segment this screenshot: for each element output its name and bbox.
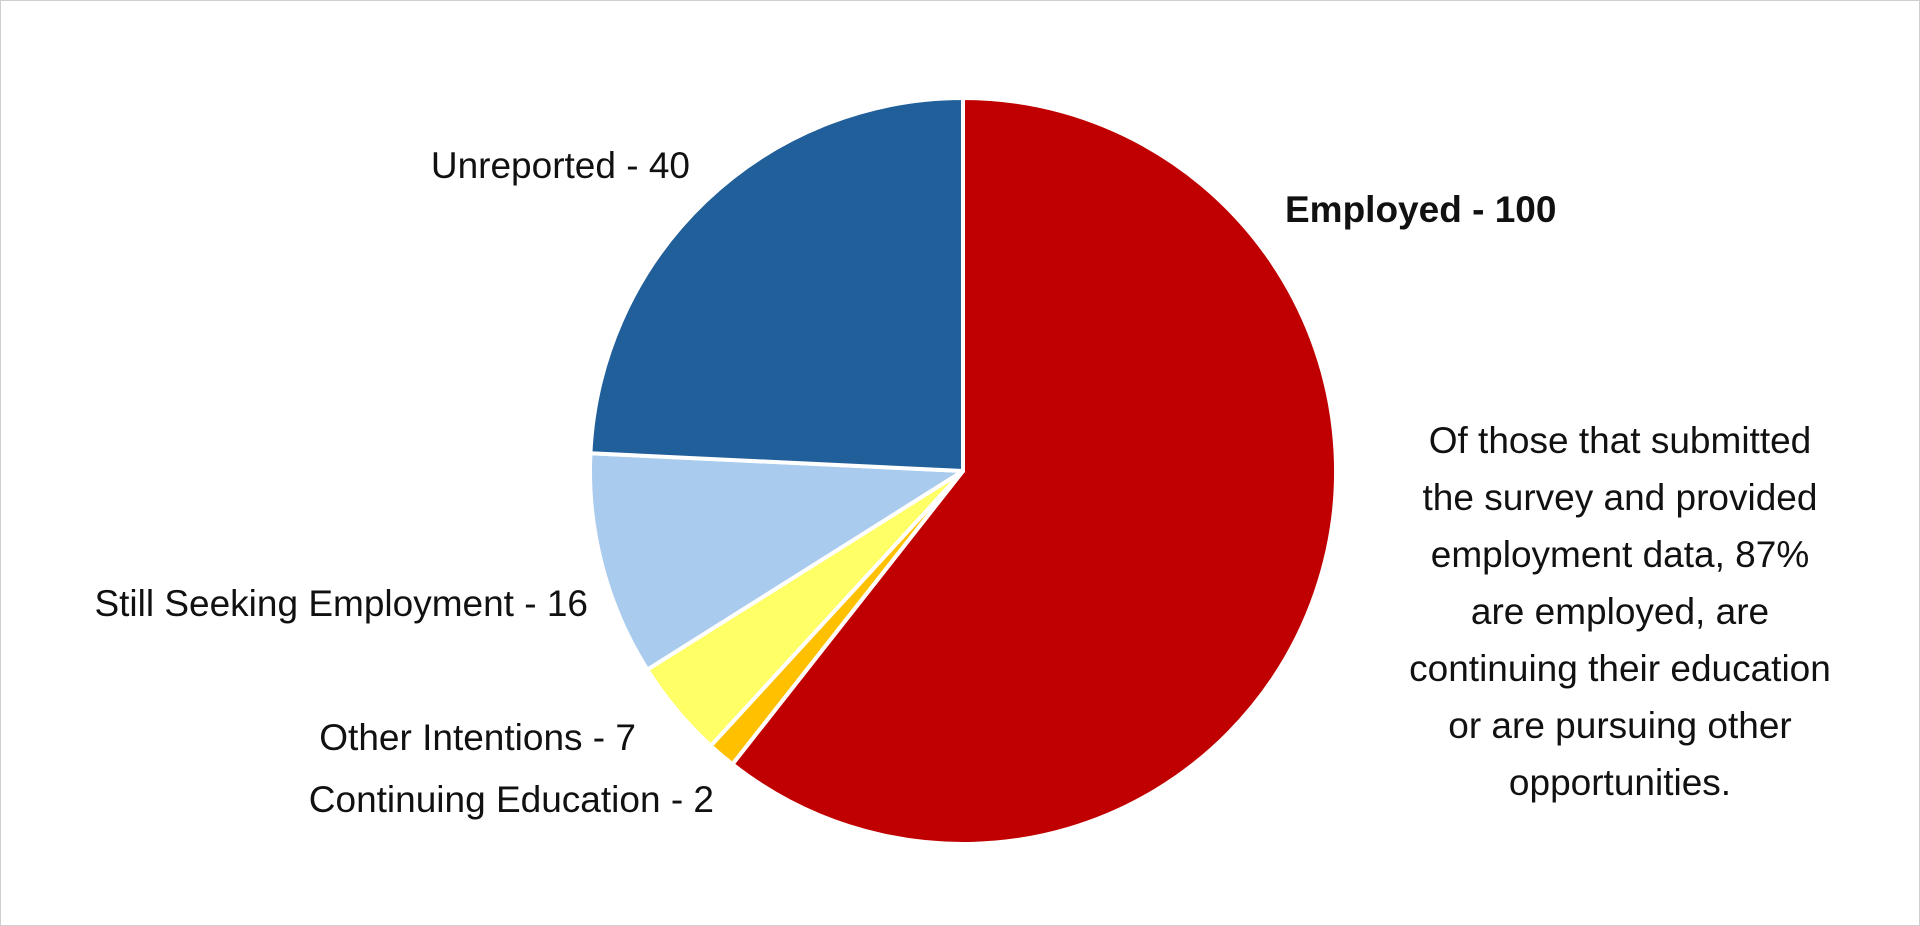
pie-slices: [588, 96, 1338, 846]
summary-note-line: are employed, are: [1470, 591, 1770, 632]
slice-label-still-seeking-employment: Still Seeking Employment - 16: [94, 583, 588, 624]
summary-note-line: employment data, 87%: [1430, 534, 1810, 575]
summary-note: Of those that submitted the survey and p…: [1340, 412, 1900, 811]
pie-slice-unreported: [588, 96, 965, 473]
pie-slice-employed: [730, 96, 1338, 846]
pie-labels: Employed - 100 Continuing Education - 2 Ot…: [94, 145, 1556, 820]
pie-slice-still-seeking-employment: [588, 451, 965, 672]
slice-label-unreported: Unreported - 40: [431, 145, 690, 186]
summary-note-line: opportunities.: [1508, 762, 1732, 803]
slice-label-other-intentions: Other Intentions - 7: [319, 717, 636, 758]
summary-note-line: Of those that submitted: [1428, 420, 1812, 461]
summary-note-line: continuing their education: [1409, 648, 1831, 689]
summary-note-line: or are pursuing other: [1448, 705, 1792, 746]
slice-label-continuing-education: Continuing Education - 2: [309, 779, 714, 820]
summary-note-line: the survey and provided: [1422, 477, 1818, 518]
slice-label-employed: Employed - 100: [1285, 189, 1556, 230]
